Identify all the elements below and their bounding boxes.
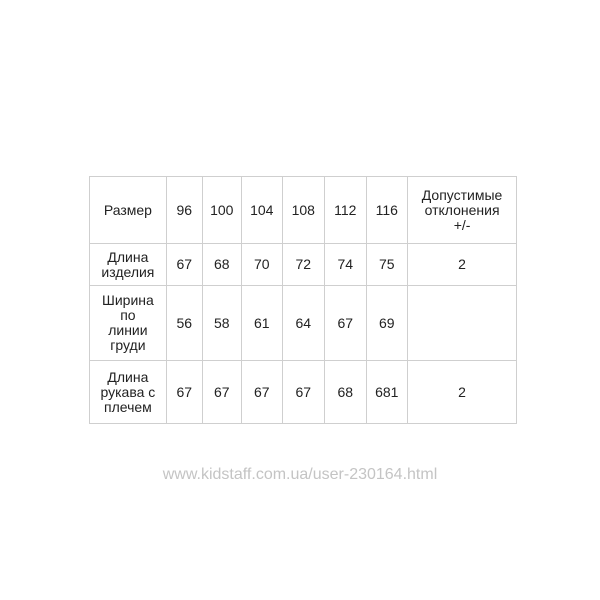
cell: 70 — [240, 243, 283, 286]
row-label: Длина рукава с плечем — [89, 360, 167, 424]
cell: 67 — [165, 360, 203, 424]
size-table: Размер 96 100 104 108 112 116 Допустимые… — [89, 176, 518, 424]
table-header-row: Размер 96 100 104 108 112 116 Допустимые… — [89, 176, 518, 244]
header-cell: 108 — [281, 176, 325, 244]
cell: 56 — [165, 285, 203, 361]
cell: 75 — [365, 243, 408, 286]
cell: 68 — [201, 243, 242, 286]
cell: 61 — [240, 285, 283, 361]
row-label: Ширина по линии груди — [89, 285, 167, 361]
cell: 2 — [406, 243, 518, 286]
cell: 67 — [165, 243, 203, 286]
cell: 69 — [365, 285, 408, 361]
header-cell: 96 — [165, 176, 203, 244]
cell: 58 — [201, 285, 242, 361]
header-cell: Допустимые отклонения +/- — [406, 176, 518, 244]
table-row: Ширина по линии груди 56 58 61 64 67 69 — [89, 285, 518, 361]
table-row: Длина рукава с плечем 67 67 67 67 68 681… — [89, 360, 518, 424]
header-cell: 100 — [201, 176, 242, 244]
header-cell: 116 — [365, 176, 408, 244]
cell: 67 — [240, 360, 283, 424]
cell: 2 — [406, 360, 518, 424]
table-row: Длина изделия 67 68 70 72 74 75 2 — [89, 243, 518, 286]
watermark: www.kidstaff.com.ua/user-230164.html — [162, 466, 438, 483]
cell: 74 — [323, 243, 367, 286]
cell: 64 — [281, 285, 325, 361]
cell: 67 — [281, 360, 325, 424]
header-cell: 112 — [323, 176, 367, 244]
cell: 72 — [281, 243, 325, 286]
cell: 67 — [201, 360, 242, 424]
cell: 681 — [365, 360, 408, 424]
header-cell: Размер — [89, 176, 167, 244]
header-cell: 104 — [240, 176, 283, 244]
row-label: Длина изделия — [89, 243, 167, 286]
cell: 67 — [323, 285, 367, 361]
cell — [406, 285, 518, 361]
cell: 68 — [323, 360, 367, 424]
